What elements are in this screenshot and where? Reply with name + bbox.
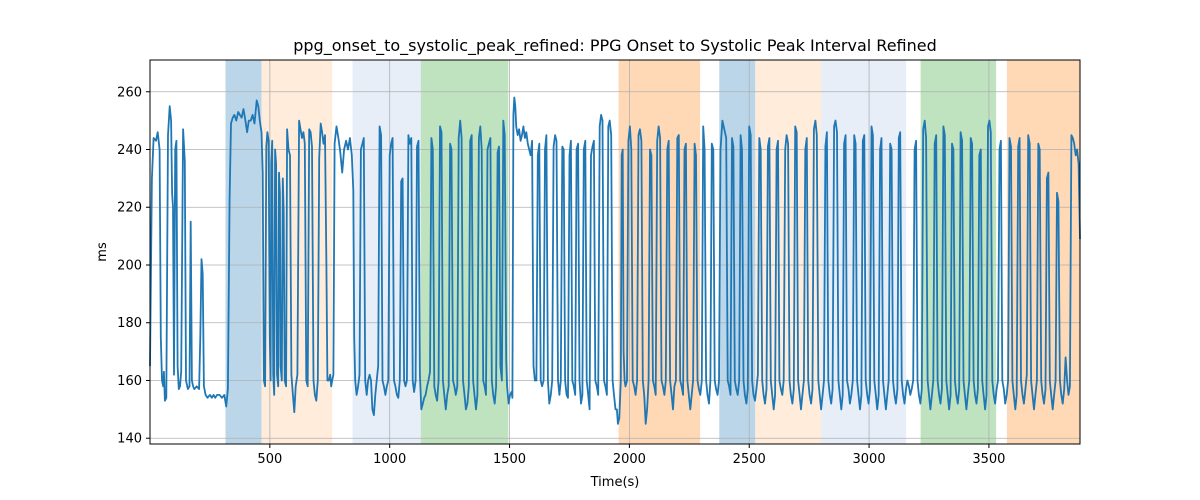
band-0 — [225, 60, 262, 444]
x-tick-label: 1500 — [493, 452, 526, 467]
x-axis-label: Time(s) — [590, 475, 640, 490]
y-tick-label: 140 — [117, 432, 142, 447]
x-axis-ticks: 500 1000 1500 2000 2500 3000 3500 — [257, 444, 1005, 467]
chart-title: ppg_onset_to_systolic_peak_refined: PPG … — [293, 36, 937, 56]
x-tick-label: 3500 — [972, 452, 1005, 467]
series-line-0 — [149, 96, 1081, 425]
y-tick-label: 260 — [117, 85, 142, 100]
y-tick-label: 220 — [117, 201, 142, 216]
y-tick-label: 240 — [117, 143, 142, 158]
series-layer — [149, 96, 1081, 425]
plot-frame — [149, 59, 1081, 445]
x-tick-label: 1000 — [373, 452, 406, 467]
x-tick-label: 2000 — [613, 452, 646, 467]
y-tick-label: 180 — [117, 316, 142, 331]
y-axis-label: ms — [95, 242, 110, 262]
x-tick-label: 500 — [257, 452, 282, 467]
band-5 — [719, 60, 756, 444]
band-3 — [420, 60, 509, 444]
y-axis-ticks: 140 160 180 200 220 240 260 — [117, 85, 150, 447]
y-tick-label: 200 — [117, 258, 142, 273]
x-tick-label: 3000 — [853, 452, 886, 467]
y-tick-label: 160 — [117, 374, 142, 389]
x-tick-label: 2500 — [733, 452, 766, 467]
